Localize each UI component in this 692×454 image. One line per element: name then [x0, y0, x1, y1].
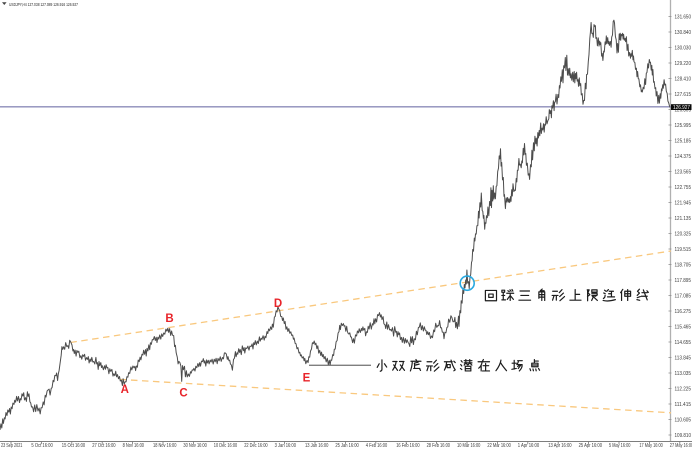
svg-text:8 Nov 16:00: 8 Nov 16:00 — [123, 443, 144, 449]
svg-text:117.895: 117.895 — [675, 278, 692, 284]
svg-text:125.995: 125.995 — [675, 123, 692, 129]
svg-text:119.515: 119.515 — [675, 247, 692, 253]
svg-text:D: D — [274, 298, 282, 310]
svg-text:13 Jan 16:00: 13 Jan 16:00 — [305, 443, 328, 449]
svg-text:115.465: 115.465 — [675, 324, 692, 330]
svg-text:113.845: 113.845 — [675, 355, 692, 361]
svg-text:13 Apr 16:00: 13 Apr 16:00 — [548, 443, 571, 449]
svg-text:127.615: 127.615 — [675, 92, 692, 98]
svg-text:27 May 16:00: 27 May 16:00 — [670, 443, 692, 449]
svg-text:1 Apr 16:00: 1 Apr 16:00 — [518, 443, 539, 449]
svg-text:120.325: 120.325 — [675, 231, 692, 237]
svg-text:124.375: 124.375 — [675, 154, 692, 160]
svg-text:122.755: 122.755 — [675, 185, 692, 191]
svg-text:111.415: 111.415 — [675, 402, 692, 408]
svg-text:130.030: 130.030 — [675, 45, 692, 51]
svg-text:117.085: 117.085 — [675, 293, 692, 299]
svg-text:10 Mar 16:00: 10 Mar 16:00 — [457, 443, 480, 449]
svg-text:126.805: 126.805 — [675, 107, 692, 113]
svg-text:27 Oct 16:00: 27 Oct 16:00 — [92, 443, 115, 449]
svg-text:15 Oct 16:00: 15 Oct 16:00 — [62, 443, 85, 449]
svg-text:22 Mar 16:00: 22 Mar 16:00 — [487, 443, 510, 449]
svg-text:130.840: 130.840 — [675, 30, 692, 36]
svg-text:5 May 16:00: 5 May 16:00 — [609, 443, 630, 449]
svg-text:5 Oct 16:00: 5 Oct 16:00 — [31, 443, 52, 449]
svg-text:17 May 16:00: 17 May 16:00 — [639, 443, 662, 449]
svg-text:4 Feb 16:00: 4 Feb 16:00 — [366, 443, 387, 449]
svg-text:22 Dec 16:00: 22 Dec 16:00 — [244, 443, 267, 449]
svg-text:E: E — [303, 373, 311, 385]
svg-text:131.650: 131.650 — [675, 14, 692, 20]
svg-text:114.655: 114.655 — [675, 340, 692, 346]
svg-text:121.135: 121.135 — [675, 216, 692, 222]
svg-text:USDJPY,H4 127.038 127.089 126: USDJPY,H4 127.038 127.089 126.916 126.92… — [9, 2, 78, 8]
svg-text:3 Jan 16:00: 3 Jan 16:00 — [275, 443, 296, 449]
svg-text:128.410: 128.410 — [675, 76, 692, 82]
svg-text:116.275: 116.275 — [675, 309, 692, 315]
svg-text:C: C — [179, 388, 187, 400]
svg-text:23 Sep 2021: 23 Sep 2021 — [1, 443, 22, 449]
svg-text:28 Feb 16:00: 28 Feb 16:00 — [427, 443, 450, 449]
svg-text:25 Apr 16:00: 25 Apr 16:00 — [579, 443, 602, 449]
svg-text:123.565: 123.565 — [675, 169, 692, 175]
svg-text:A: A — [121, 384, 129, 396]
svg-text:113.035: 113.035 — [675, 371, 692, 377]
svg-text:121.945: 121.945 — [675, 200, 692, 206]
svg-text:B: B — [165, 313, 173, 325]
svg-text:10 Dec 16:00: 10 Dec 16:00 — [214, 443, 237, 449]
svg-text:110.605: 110.605 — [675, 417, 692, 423]
svg-text:112.225: 112.225 — [675, 386, 692, 392]
svg-text:109.810: 109.810 — [675, 433, 692, 439]
svg-text:18 Nov 16:00: 18 Nov 16:00 — [153, 443, 176, 449]
svg-text:125.185: 125.185 — [675, 138, 692, 144]
svg-text:16 Feb 16:00: 16 Feb 16:00 — [396, 443, 419, 449]
svg-text:30 Nov 16:00: 30 Nov 16:00 — [183, 443, 206, 449]
svg-text:129.220: 129.220 — [675, 61, 692, 67]
svg-text:25 Jan 16:00: 25 Jan 16:00 — [335, 443, 358, 449]
svg-text:118.705: 118.705 — [675, 262, 692, 268]
svg-text:126.927: 126.927 — [673, 105, 690, 111]
